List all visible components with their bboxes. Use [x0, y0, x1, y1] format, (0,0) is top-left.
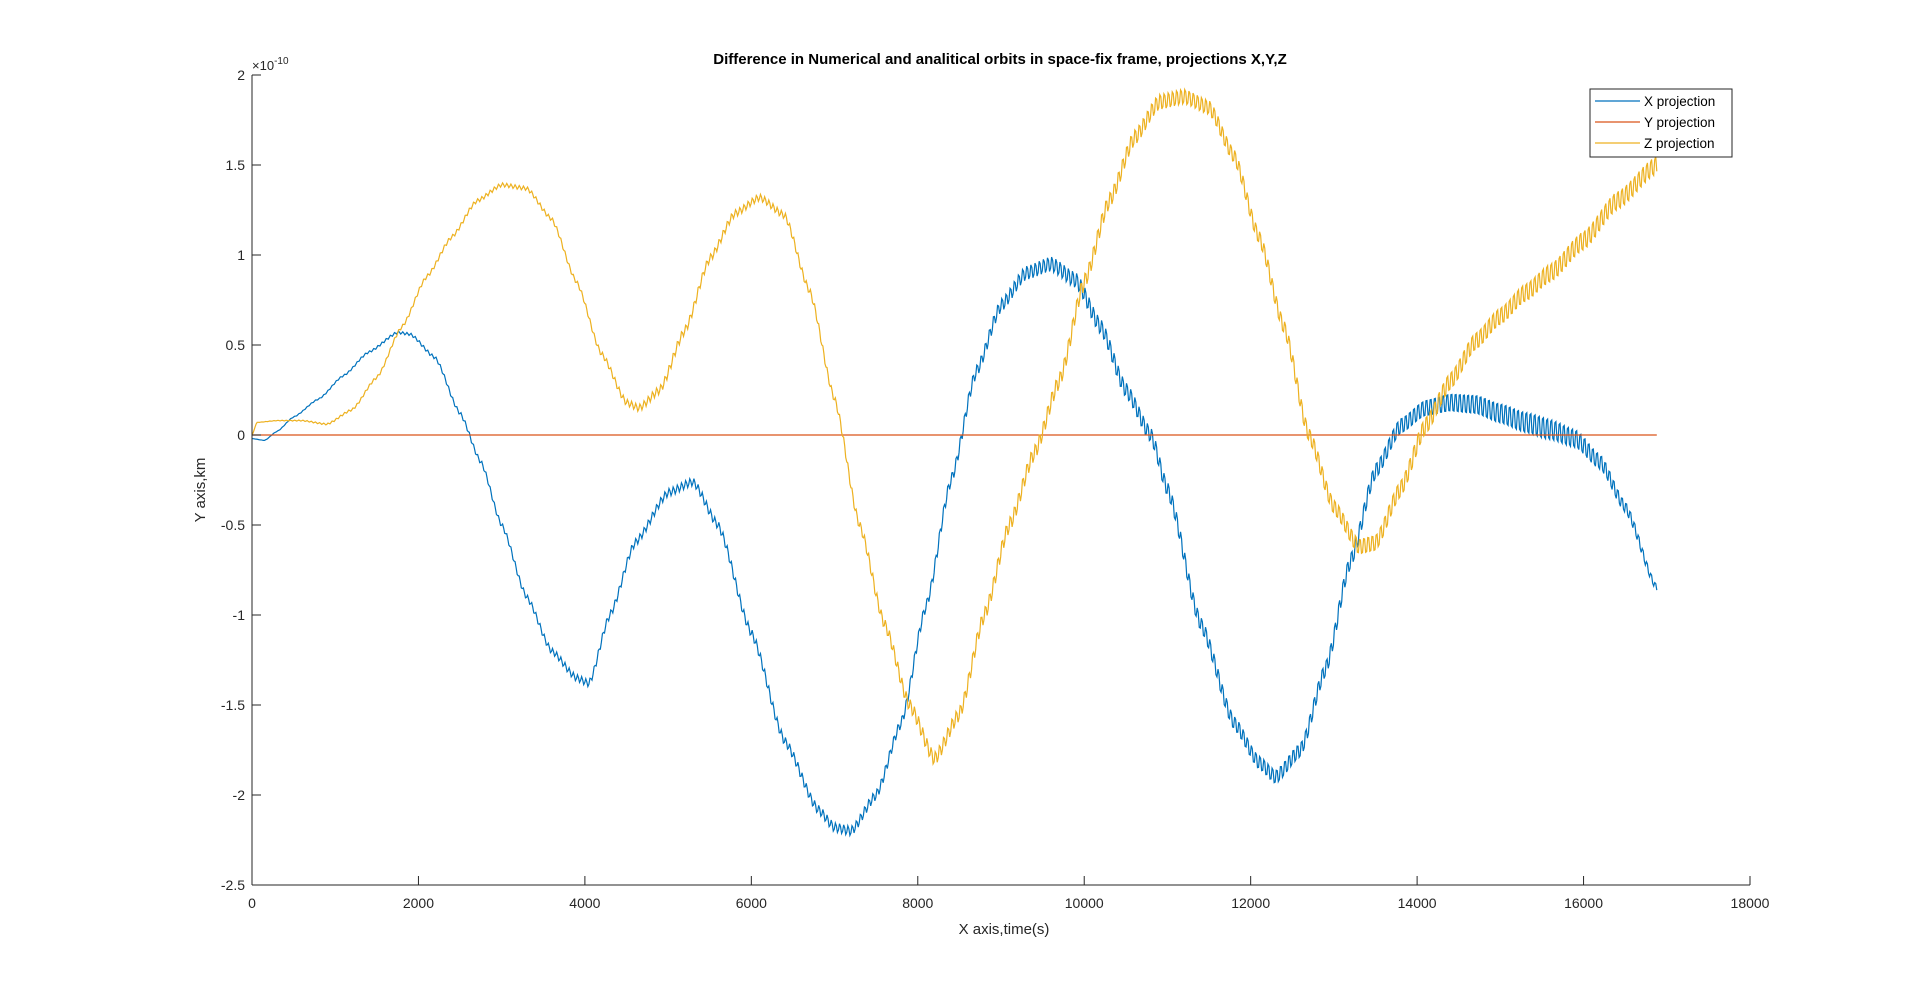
legend-label: Z projection: [1644, 136, 1715, 151]
legend[interactable]: X projection Y projection Z projection: [1589, 88, 1733, 158]
y-exponent-base: ×10: [252, 58, 274, 73]
x-tick-label: 14000: [1398, 895, 1437, 911]
x-tick-label: 6000: [736, 895, 767, 911]
legend-label: Y projection: [1644, 115, 1715, 130]
x-tick-label: 4000: [569, 895, 600, 911]
legend-box: [1589, 88, 1733, 158]
x-tick-label: 0: [248, 895, 256, 911]
x-axis-ticks: 0 2000 4000 6000 8000 10000 12000 14000 16000 180…: [248, 876, 1770, 911]
y-tick-label: 2: [237, 67, 245, 83]
plot-area: [251, 87, 1658, 838]
y-exponent-label: ×10-10: [252, 56, 289, 73]
x-tick-label: 2000: [403, 895, 434, 911]
y-tick-label: -2: [233, 787, 246, 803]
x-tick-label: 18000: [1731, 895, 1770, 911]
y-tick-label: 1: [237, 247, 245, 263]
y-tick-label: 0.5: [226, 337, 246, 353]
y-tick-label: -2.5: [221, 877, 245, 893]
axes: 0 2000 4000 6000 8000 10000 12000 14000 16000 180…: [221, 67, 1770, 911]
y-tick-label: -0.5: [221, 517, 245, 533]
y-axis-label: Y axis,km: [192, 458, 209, 523]
y-tick-label: -1: [233, 607, 246, 623]
x-axis-label: X axis,time(s): [959, 921, 1050, 938]
series-line-3: [251, 87, 1658, 767]
y-axis-ticks: -2.5 -2 -1.5 -1 -0.5 0 0.5 1 1.5 2: [221, 67, 261, 893]
series-line-1: [251, 256, 1658, 838]
y-exponent-power: -10: [274, 56, 289, 67]
x-tick-label: 10000: [1065, 895, 1104, 911]
chart-title: Difference in Numerical and analitical o…: [713, 51, 1287, 68]
legend-label: X projection: [1644, 94, 1715, 109]
x-tick-label: 8000: [902, 895, 933, 911]
x-tick-label: 16000: [1564, 895, 1603, 911]
x-tick-label: 12000: [1231, 895, 1270, 911]
y-tick-label: 1.5: [226, 157, 246, 173]
y-tick-label: 0: [237, 427, 245, 443]
y-tick-label: -1.5: [221, 697, 245, 713]
